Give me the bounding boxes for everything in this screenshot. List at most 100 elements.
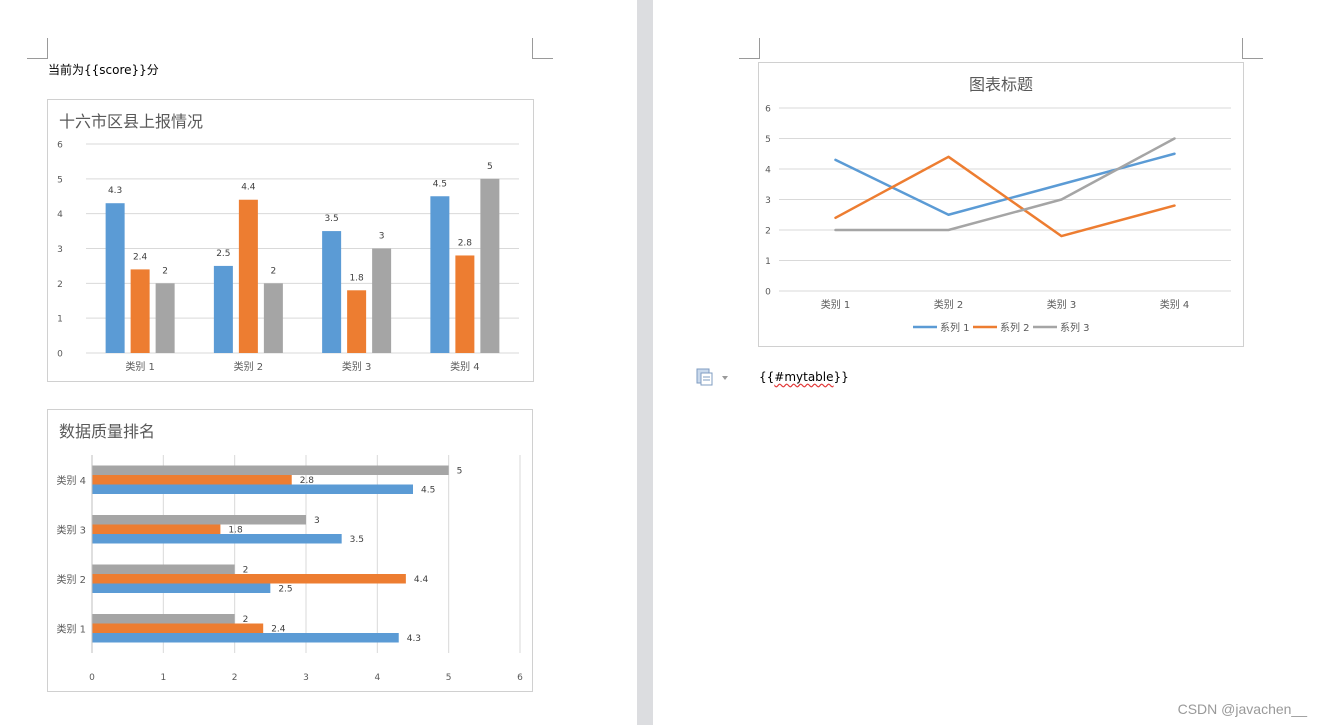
bar [92,484,413,494]
x-tick-label: 5 [446,673,452,683]
legend-label: 系列 3 [1060,321,1090,334]
data-label: 2.8 [300,476,315,486]
document-page-left: 当前为{{score}}分 十六市区县上报情况 0 1 2 3 4 5 6 4.3 2.4 2 类别… [0,0,637,725]
y-tick-label: 3 [765,196,771,206]
bar [92,633,399,643]
x-tick-label: 2 [232,673,238,683]
chevron-down-icon [722,376,728,380]
page-corner-mark-top-right [1242,38,1263,59]
data-label: 3 [379,232,385,242]
bar [92,614,235,624]
data-label: 3 [314,516,320,526]
y-tick-label: 类别 2 [56,573,86,586]
data-label: 2 [271,266,277,276]
y-tick-label: 3 [57,245,63,255]
bar [322,231,342,353]
bar [213,265,233,353]
horizontal-bar-chart[interactable]: 数据质量排名 0 1 2 3 4 5 6 4.3 2.4 2 类别 1 2.5 4.4 2 类别 2 3.5 1… [47,409,533,692]
bar [92,475,292,485]
y-tick-label: 类别 4 [56,474,86,487]
document-page-right: 图表标题 0 1 2 3 4 5 6 类别 1 类别 2 类别 3 类别 4 系列 1 系列 2 系列 3… [653,0,1323,725]
data-label: 5 [457,467,463,477]
bar [455,255,475,353]
y-tick-label: 0 [57,350,63,360]
y-tick-label: 类别 1 [56,622,86,635]
series-line [834,152,1176,216]
legend-label: 系列 2 [1000,321,1030,334]
bar [130,269,150,353]
y-tick-label: 2 [57,280,63,290]
data-label: 4.3 [108,186,122,196]
bar [92,515,306,525]
table-placeholder-tag[interactable]: {{#mytable}} [759,370,849,384]
line-plot: 0 1 2 3 4 5 6 类别 1 类别 2 类别 3 类别 4 系列 1 系列 2 系列 3 [765,105,1231,334]
bar [92,623,264,633]
data-label: 3.5 [324,214,338,224]
bar [430,196,450,353]
data-label: 5 [487,162,493,172]
data-label: 4.4 [414,575,429,585]
y-tick-label: 4 [57,210,63,220]
bar [263,283,283,353]
data-label: 2.4 [271,625,286,635]
bar [92,583,271,593]
data-label: 4.4 [241,183,256,193]
bar [92,564,235,574]
x-tick-label: 6 [517,673,523,683]
bar [372,248,392,353]
page-corner-mark-top-right [532,38,553,59]
score-line[interactable]: 当前为{{score}}分 [48,63,159,77]
series-line [834,137,1176,232]
y-tick-label: 6 [57,141,63,151]
x-tick-label: 3 [303,673,309,683]
y-tick-label: 4 [765,166,771,176]
data-label: 2.5 [216,249,230,259]
data-label: 4.5 [421,486,435,496]
chart-title: 图表标题 [968,75,1033,94]
series-line [834,155,1176,238]
x-tick-label: 类别 2 [234,360,264,373]
page-separator [637,0,653,725]
page-corner-mark-top-left [739,38,760,59]
data-label: 4.3 [407,634,421,644]
vertical-bar-plot: 0 1 2 3 4 5 6 4.3 2.4 2 类别 1 2.5 4.4 2 类别 2 3.5 1.8 3 类别 3… [57,141,519,373]
bar [92,574,406,584]
watermark: CSDN @javachen__ [1177,701,1307,717]
bar [92,465,449,475]
bar [92,524,221,534]
x-tick-label: 类别 4 [1160,298,1190,311]
x-tick-label: 类别 1 [821,298,851,311]
x-tick-label: 0 [89,673,95,683]
x-tick-label: 4 [374,673,380,683]
y-tick-label: 5 [765,135,771,145]
data-label: 1.8 [228,526,243,536]
y-tick-label: 5 [57,175,63,185]
y-tick-label: 6 [765,105,771,115]
tag-open: {{ [759,370,775,384]
y-tick-label: 0 [765,288,771,298]
bar [155,283,175,353]
data-label: 2.4 [133,252,148,262]
paste-options-icon [696,368,713,386]
x-tick-label: 类别 2 [934,298,964,311]
legend-label: 系列 1 [940,321,970,334]
x-tick-label: 类别 1 [125,360,155,373]
line-chart[interactable]: 图表标题 0 1 2 3 4 5 6 类别 1 类别 2 类别 3 类别 4 系列 1 系列 2 系列 3 [758,62,1244,347]
bar [105,203,125,353]
chart-title: 十六市区县上报情况 [59,112,204,131]
data-label: 2.5 [278,585,292,595]
data-label: 2 [243,615,249,625]
horizontal-bar-plot: 0 1 2 3 4 5 6 4.3 2.4 2 类别 1 2.5 4.4 2 类别 2 3.5 1.8 3 类别 3… [56,455,523,683]
y-tick-label: 类别 3 [56,523,86,536]
bar [92,534,342,544]
bar [238,199,258,353]
paste-options-button[interactable] [695,367,731,387]
data-label: 1.8 [349,273,364,283]
y-tick-label: 1 [57,315,63,325]
data-label: 2 [162,266,168,276]
x-tick-label: 1 [160,673,166,683]
x-tick-label: 类别 4 [450,360,480,373]
vertical-bar-chart[interactable]: 十六市区县上报情况 0 1 2 3 4 5 6 4.3 2.4 2 类别 1 2.5 4.4 2 类别 2 3… [47,99,534,382]
bar [347,290,367,353]
tag-name: #mytable [774,370,834,384]
